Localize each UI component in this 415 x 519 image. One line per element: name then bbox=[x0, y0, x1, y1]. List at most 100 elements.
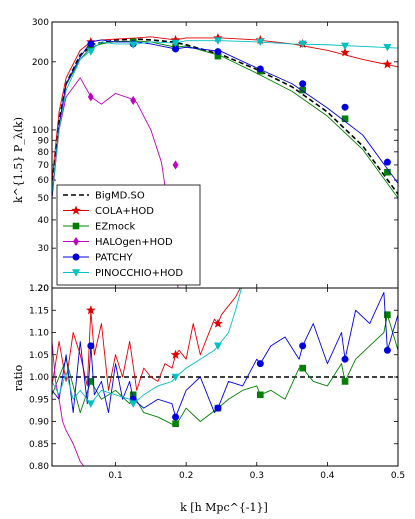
pinocchio-hod-marker bbox=[213, 37, 222, 45]
patchy-marker bbox=[256, 360, 264, 368]
legend-entry-patchy: PATCHY bbox=[63, 253, 133, 264]
patchy-marker bbox=[87, 40, 95, 48]
ezmock-marker bbox=[341, 115, 349, 123]
top-y-tick-label: 30 bbox=[38, 244, 50, 254]
ezmock-marker bbox=[299, 364, 306, 372]
halogen-hod-line bbox=[52, 77, 179, 288]
top-y-tick-label: 50 bbox=[38, 194, 50, 204]
series-bigmd-so bbox=[52, 38, 398, 195]
top-y-axis-label: k^{1.5} P_λ(k) bbox=[12, 117, 25, 203]
ezmock-line bbox=[52, 314, 398, 427]
pinocchio-hod-marker bbox=[341, 42, 350, 51]
pinocchio-hod-marker bbox=[298, 40, 307, 49]
top-y-tick-label: 40 bbox=[38, 216, 50, 226]
patchy-marker bbox=[87, 342, 95, 350]
legend-marker bbox=[72, 222, 80, 230]
legend-entry-ezmock: EZmock bbox=[63, 222, 136, 233]
cola-hod-marker bbox=[86, 305, 96, 315]
legend-box bbox=[56, 184, 201, 286]
bottom-panel: 0.80 0.85 0.90 0.95 1.00 1.05 1.10 1.15 1.20 0.1 0… bbox=[29, 284, 405, 481]
halogen-hod-marker bbox=[87, 92, 94, 102]
top-y-tick-label: 200 bbox=[32, 58, 49, 68]
patchy-marker bbox=[214, 48, 222, 56]
legend-marker bbox=[71, 269, 81, 277]
legend-marker bbox=[73, 236, 79, 247]
series-ezmock bbox=[52, 38, 398, 199]
legend-label: BigMD.SO bbox=[95, 191, 145, 202]
bottom-y-tick-label: 0.85 bbox=[29, 440, 49, 450]
cola-hod-line bbox=[52, 288, 241, 391]
x-tick-label: 0.5 bbox=[391, 471, 405, 481]
bottom-y-tick-label: 1.00 bbox=[29, 373, 49, 383]
series-cola-hod bbox=[52, 288, 241, 391]
top-y-tick-label: 80 bbox=[38, 148, 50, 158]
x-axis-label: k [h Mpc^{-1}] bbox=[180, 501, 268, 514]
bottom-y-tick-label: 1.15 bbox=[29, 306, 49, 316]
patchy-marker bbox=[172, 413, 180, 421]
bottom-y-tick-label: 0.95 bbox=[29, 395, 49, 405]
patchy-marker bbox=[341, 103, 349, 111]
legend-entry-halogen-hod: HALOgen+HOD bbox=[63, 236, 173, 248]
cola-hod-marker bbox=[382, 59, 393, 69]
bottom-y-tick-label: 1.05 bbox=[29, 351, 49, 361]
pinocchio-hod-marker bbox=[383, 43, 392, 52]
legend-label: COLA+HOD bbox=[95, 206, 154, 217]
patchy-marker bbox=[383, 158, 391, 166]
legend-entry-bigmd-so: BigMD.SO bbox=[63, 191, 145, 202]
series-halogen-hod bbox=[52, 341, 96, 479]
x-tick-label: 0.4 bbox=[320, 471, 335, 481]
legend-label: PINOCCHIO+HOD bbox=[95, 268, 183, 279]
patchy-marker bbox=[341, 355, 349, 363]
pinocchio-hod-marker bbox=[86, 48, 95, 56]
pinocchio-hod-marker bbox=[86, 400, 95, 408]
bottom-y-axis-label: ratio bbox=[12, 364, 25, 391]
legend-marker bbox=[71, 205, 81, 215]
x-tick-label: 0.1 bbox=[108, 471, 122, 481]
patchy-line bbox=[52, 39, 398, 199]
x-tick-label: 0.3 bbox=[250, 471, 264, 481]
legend-label: HALOgen+HOD bbox=[95, 237, 173, 248]
patchy-marker bbox=[256, 65, 264, 73]
top-y-tick-label: 300 bbox=[32, 18, 49, 28]
legend-marker bbox=[72, 253, 80, 261]
bottom-frame bbox=[51, 287, 399, 467]
bottom-y-tick-label: 0.90 bbox=[29, 418, 49, 428]
top-y-tick-label: 100 bbox=[32, 126, 49, 136]
cola-hod-marker bbox=[213, 318, 223, 328]
patchy-marker bbox=[214, 404, 222, 412]
series-ezmock bbox=[52, 311, 398, 428]
series-pinocchio-hod bbox=[52, 37, 398, 195]
halogen-hod-marker bbox=[130, 95, 137, 105]
ezmock-marker bbox=[384, 311, 391, 319]
ezmock-marker bbox=[257, 391, 264, 399]
halogen-hod-marker bbox=[88, 471, 93, 479]
pinocchio-hod-marker bbox=[213, 342, 222, 350]
x-tick-label: 0.2 bbox=[179, 471, 193, 481]
series-pinocchio-hod bbox=[52, 288, 242, 408]
series-halogen-hod bbox=[52, 77, 179, 288]
patchy-line bbox=[52, 292, 398, 418]
halogen-hod-line bbox=[52, 341, 96, 466]
legend-entry-cola-hod: COLA+HOD bbox=[63, 205, 154, 217]
bottom-y-tick-label: 0.80 bbox=[29, 462, 49, 472]
top-y-tick-label: 20 bbox=[38, 284, 50, 294]
pinocchio-hod-marker bbox=[256, 38, 265, 47]
pinocchio-hod-marker bbox=[171, 39, 180, 48]
cola-hod-marker bbox=[170, 349, 181, 359]
bigmd-so-line bbox=[52, 38, 398, 195]
bottom-y-tick-label: 1.10 bbox=[29, 329, 49, 339]
patchy-marker bbox=[299, 342, 307, 350]
legend-label: PATCHY bbox=[95, 253, 133, 264]
legend-label: EZmock bbox=[95, 222, 136, 233]
top-y-tick-label: 70 bbox=[38, 161, 50, 171]
legend: BigMD.SO COLA+HOD EZmock HALOgen+HOD PATCHY P… bbox=[56, 184, 201, 286]
ezmock-marker bbox=[172, 420, 179, 428]
series-patchy bbox=[52, 292, 398, 421]
bottom-y-tick-label: 1.20 bbox=[29, 284, 49, 294]
pinocchio-hod-marker bbox=[129, 400, 138, 408]
top-y-tick-label: 60 bbox=[38, 176, 50, 186]
legend-entry-pinocchio-hod: PINOCCHIO+HOD bbox=[63, 268, 183, 279]
patchy-marker bbox=[383, 346, 391, 354]
